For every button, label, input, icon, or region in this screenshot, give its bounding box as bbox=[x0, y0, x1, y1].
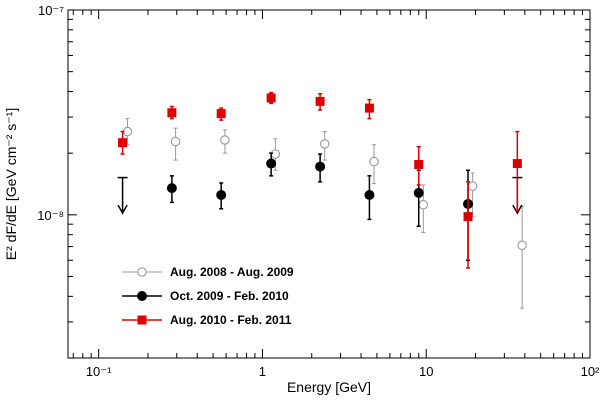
data-point bbox=[137, 291, 147, 301]
axis-ticks bbox=[68, 9, 591, 359]
upper-limit-arrow bbox=[512, 204, 523, 215]
data-point bbox=[315, 161, 326, 172]
data-point bbox=[137, 267, 147, 277]
series-3 bbox=[118, 91, 522, 269]
series-2 bbox=[117, 152, 523, 262]
data-point bbox=[467, 181, 478, 191]
data-point bbox=[512, 159, 522, 169]
data-point bbox=[167, 108, 177, 118]
y-tick-label: 10⁻⁸ bbox=[37, 208, 64, 223]
legend-label: Aug. 2010 - Feb. 2011 bbox=[170, 313, 292, 327]
series-1 bbox=[122, 118, 527, 309]
x-tick-label: 1 bbox=[259, 364, 266, 379]
data-point bbox=[270, 149, 281, 159]
data-point bbox=[137, 315, 147, 325]
y-tick-label: 10⁻⁷ bbox=[38, 3, 64, 18]
y-axis-title: E² dF/dE [GeV cm⁻² s⁻¹] bbox=[3, 108, 19, 260]
data-marks bbox=[117, 91, 527, 309]
x-axis-title: Energy [GeV] bbox=[287, 379, 371, 395]
legend: Aug. 2008 - Aug. 2009 Oct. 2009 - Feb. 20… bbox=[122, 265, 294, 327]
data-point bbox=[315, 96, 325, 106]
x-tick-label: 10⁻¹ bbox=[86, 364, 112, 379]
legend-label: Oct. 2009 - Feb. 2010 bbox=[170, 289, 289, 303]
plot-frame bbox=[67, 9, 591, 359]
data-point bbox=[463, 212, 473, 222]
data-point bbox=[413, 187, 424, 198]
data-point bbox=[216, 109, 226, 119]
data-point bbox=[364, 189, 375, 200]
data-point bbox=[170, 136, 181, 147]
data-point bbox=[414, 160, 424, 170]
data-point bbox=[418, 199, 429, 210]
data-point bbox=[319, 139, 330, 149]
data-point bbox=[266, 93, 276, 103]
upper-limit-arrow bbox=[117, 204, 128, 215]
data-point bbox=[266, 158, 277, 169]
data-point bbox=[166, 183, 177, 194]
data-point bbox=[118, 138, 128, 148]
data-point bbox=[517, 240, 527, 251]
data-point bbox=[216, 189, 227, 200]
legend-label: Aug. 2008 - Aug. 2009 bbox=[170, 265, 294, 279]
data-point bbox=[364, 103, 374, 113]
data-point bbox=[220, 135, 230, 145]
x-tick-label: 10² bbox=[581, 364, 600, 379]
axis-tick-labels: 10⁻¹ 1 10 10² 10⁻⁸ 10⁻⁷ bbox=[37, 3, 600, 379]
x-tick-label: 10 bbox=[419, 364, 433, 379]
data-point bbox=[369, 156, 379, 167]
